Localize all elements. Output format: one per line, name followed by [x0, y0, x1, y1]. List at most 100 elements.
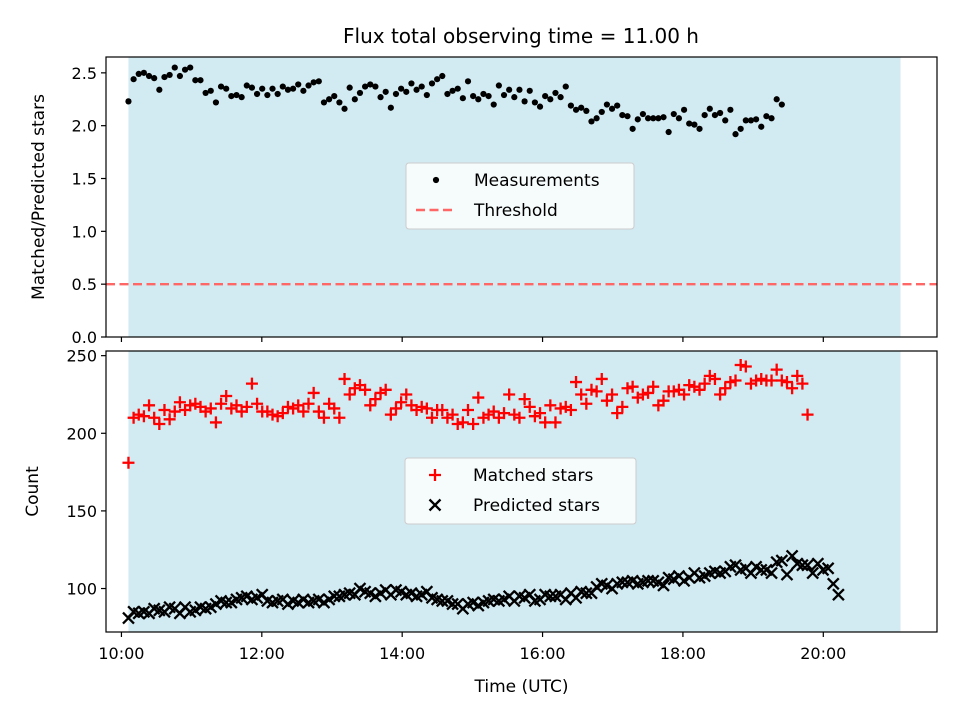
measurement-point [140, 69, 147, 76]
measurement-point [130, 76, 137, 83]
measurement-point [392, 90, 400, 98]
matched-stars-point [204, 402, 217, 415]
predicted-stars-point [765, 566, 778, 580]
matched-stars-point [220, 390, 233, 403]
matched-stars-point [425, 411, 438, 424]
measurement-point [629, 125, 636, 132]
measurement-point [480, 90, 487, 98]
predicted-stars-point [821, 562, 835, 575]
measurement-point [135, 70, 142, 78]
matched-stars-point [251, 397, 264, 410]
predicted-stars-point [826, 577, 840, 591]
matched-stars-point [292, 399, 305, 412]
matched-stars-point [276, 407, 289, 420]
measurement-point [238, 94, 245, 101]
matched-stars-point [446, 408, 459, 421]
measurement-point [398, 85, 405, 92]
y-tick-label: 150 [66, 502, 97, 521]
measurement-point [675, 115, 683, 122]
measurement-point [747, 117, 755, 124]
matched-stars-point [209, 416, 222, 429]
matched-stars-point [606, 388, 619, 401]
matched-stars-point [400, 388, 413, 401]
matched-stars-point [379, 383, 392, 396]
measurement-point [665, 128, 672, 136]
measurement-point [680, 106, 688, 113]
matched-stars-point [801, 408, 814, 421]
axes-frame [105, 350, 938, 633]
measurement-point [459, 95, 466, 102]
matched-stars-point [564, 403, 577, 416]
measurement-point [325, 96, 333, 103]
matched-stars-point [122, 456, 135, 469]
y-tick-label: 200 [66, 424, 97, 443]
series-measurements [125, 64, 785, 138]
matched-stars-point [328, 402, 341, 415]
measurement-point [367, 81, 374, 88]
measurement-point [341, 105, 348, 112]
measurement-point [320, 99, 328, 106]
measurement-point [336, 99, 343, 106]
matched-stars-point [148, 411, 161, 424]
matched-stars-point [523, 400, 536, 413]
predicted-stars-point [796, 558, 809, 572]
matched-stars-point [158, 403, 171, 416]
measurement-point [253, 90, 261, 98]
predicted-stars-point [657, 579, 670, 592]
measurement-point [686, 120, 693, 127]
y-tick-label: 0.0 [72, 328, 97, 347]
matched-stars-point [657, 394, 670, 407]
measurement-point [356, 89, 364, 97]
x-tick-label: 18:00 [660, 644, 706, 663]
measurement-point [300, 87, 307, 94]
measurement-point [228, 92, 235, 100]
predicted-stars-point [785, 549, 799, 563]
measurement-point [506, 86, 513, 93]
measurement-point [346, 84, 353, 91]
matched-stars-point [647, 380, 660, 393]
matched-stars-point [539, 416, 552, 429]
measurement-point [171, 64, 178, 71]
matched-stars-point [143, 399, 156, 412]
matched-stars-point [302, 397, 315, 410]
matched-stars-point [600, 394, 613, 407]
measurement-point [711, 112, 719, 119]
measurement-point [207, 87, 214, 94]
measurement-point [547, 96, 554, 103]
matched-stars-point [245, 377, 258, 390]
matched-stars-point [307, 386, 320, 399]
x-tick-label: 12:00 [239, 644, 285, 663]
y-tick-label: 2.5 [72, 64, 97, 83]
measurement-point [289, 85, 297, 92]
measurement-point [670, 110, 677, 118]
matched-stars-point [616, 400, 629, 413]
predicted-stars-point [775, 554, 789, 567]
predicted-stars-point [806, 566, 820, 580]
bottom-plot: 100 150 200 250 10:00 12:00 14:00 16:00 18:00 20:… [23, 347, 938, 697]
matched-stars-point [678, 388, 691, 401]
measurement-point [516, 86, 523, 93]
measurement-point [542, 92, 549, 100]
measurement-point [773, 96, 780, 103]
measurement-point [331, 92, 338, 100]
measurement-point [727, 106, 734, 113]
measurement-point [259, 85, 266, 92]
measurement-point [716, 109, 724, 117]
measurement-point [598, 108, 605, 116]
measurement-point [475, 96, 482, 103]
measurement-point [521, 98, 528, 105]
axes-frame [105, 56, 938, 338]
measurement-point [619, 112, 626, 119]
matched-stars-point [456, 416, 469, 429]
matched-stars-point [369, 393, 382, 406]
measurement-point [454, 85, 461, 92]
measurement-point [217, 83, 225, 90]
measurement-point [156, 86, 163, 93]
measurement-point [464, 78, 472, 85]
matched-stars-point [462, 403, 475, 416]
matched-stars-point [796, 377, 809, 390]
matched-stars-point [163, 413, 176, 426]
measurement-point [696, 125, 703, 132]
measurement-point [742, 117, 749, 124]
